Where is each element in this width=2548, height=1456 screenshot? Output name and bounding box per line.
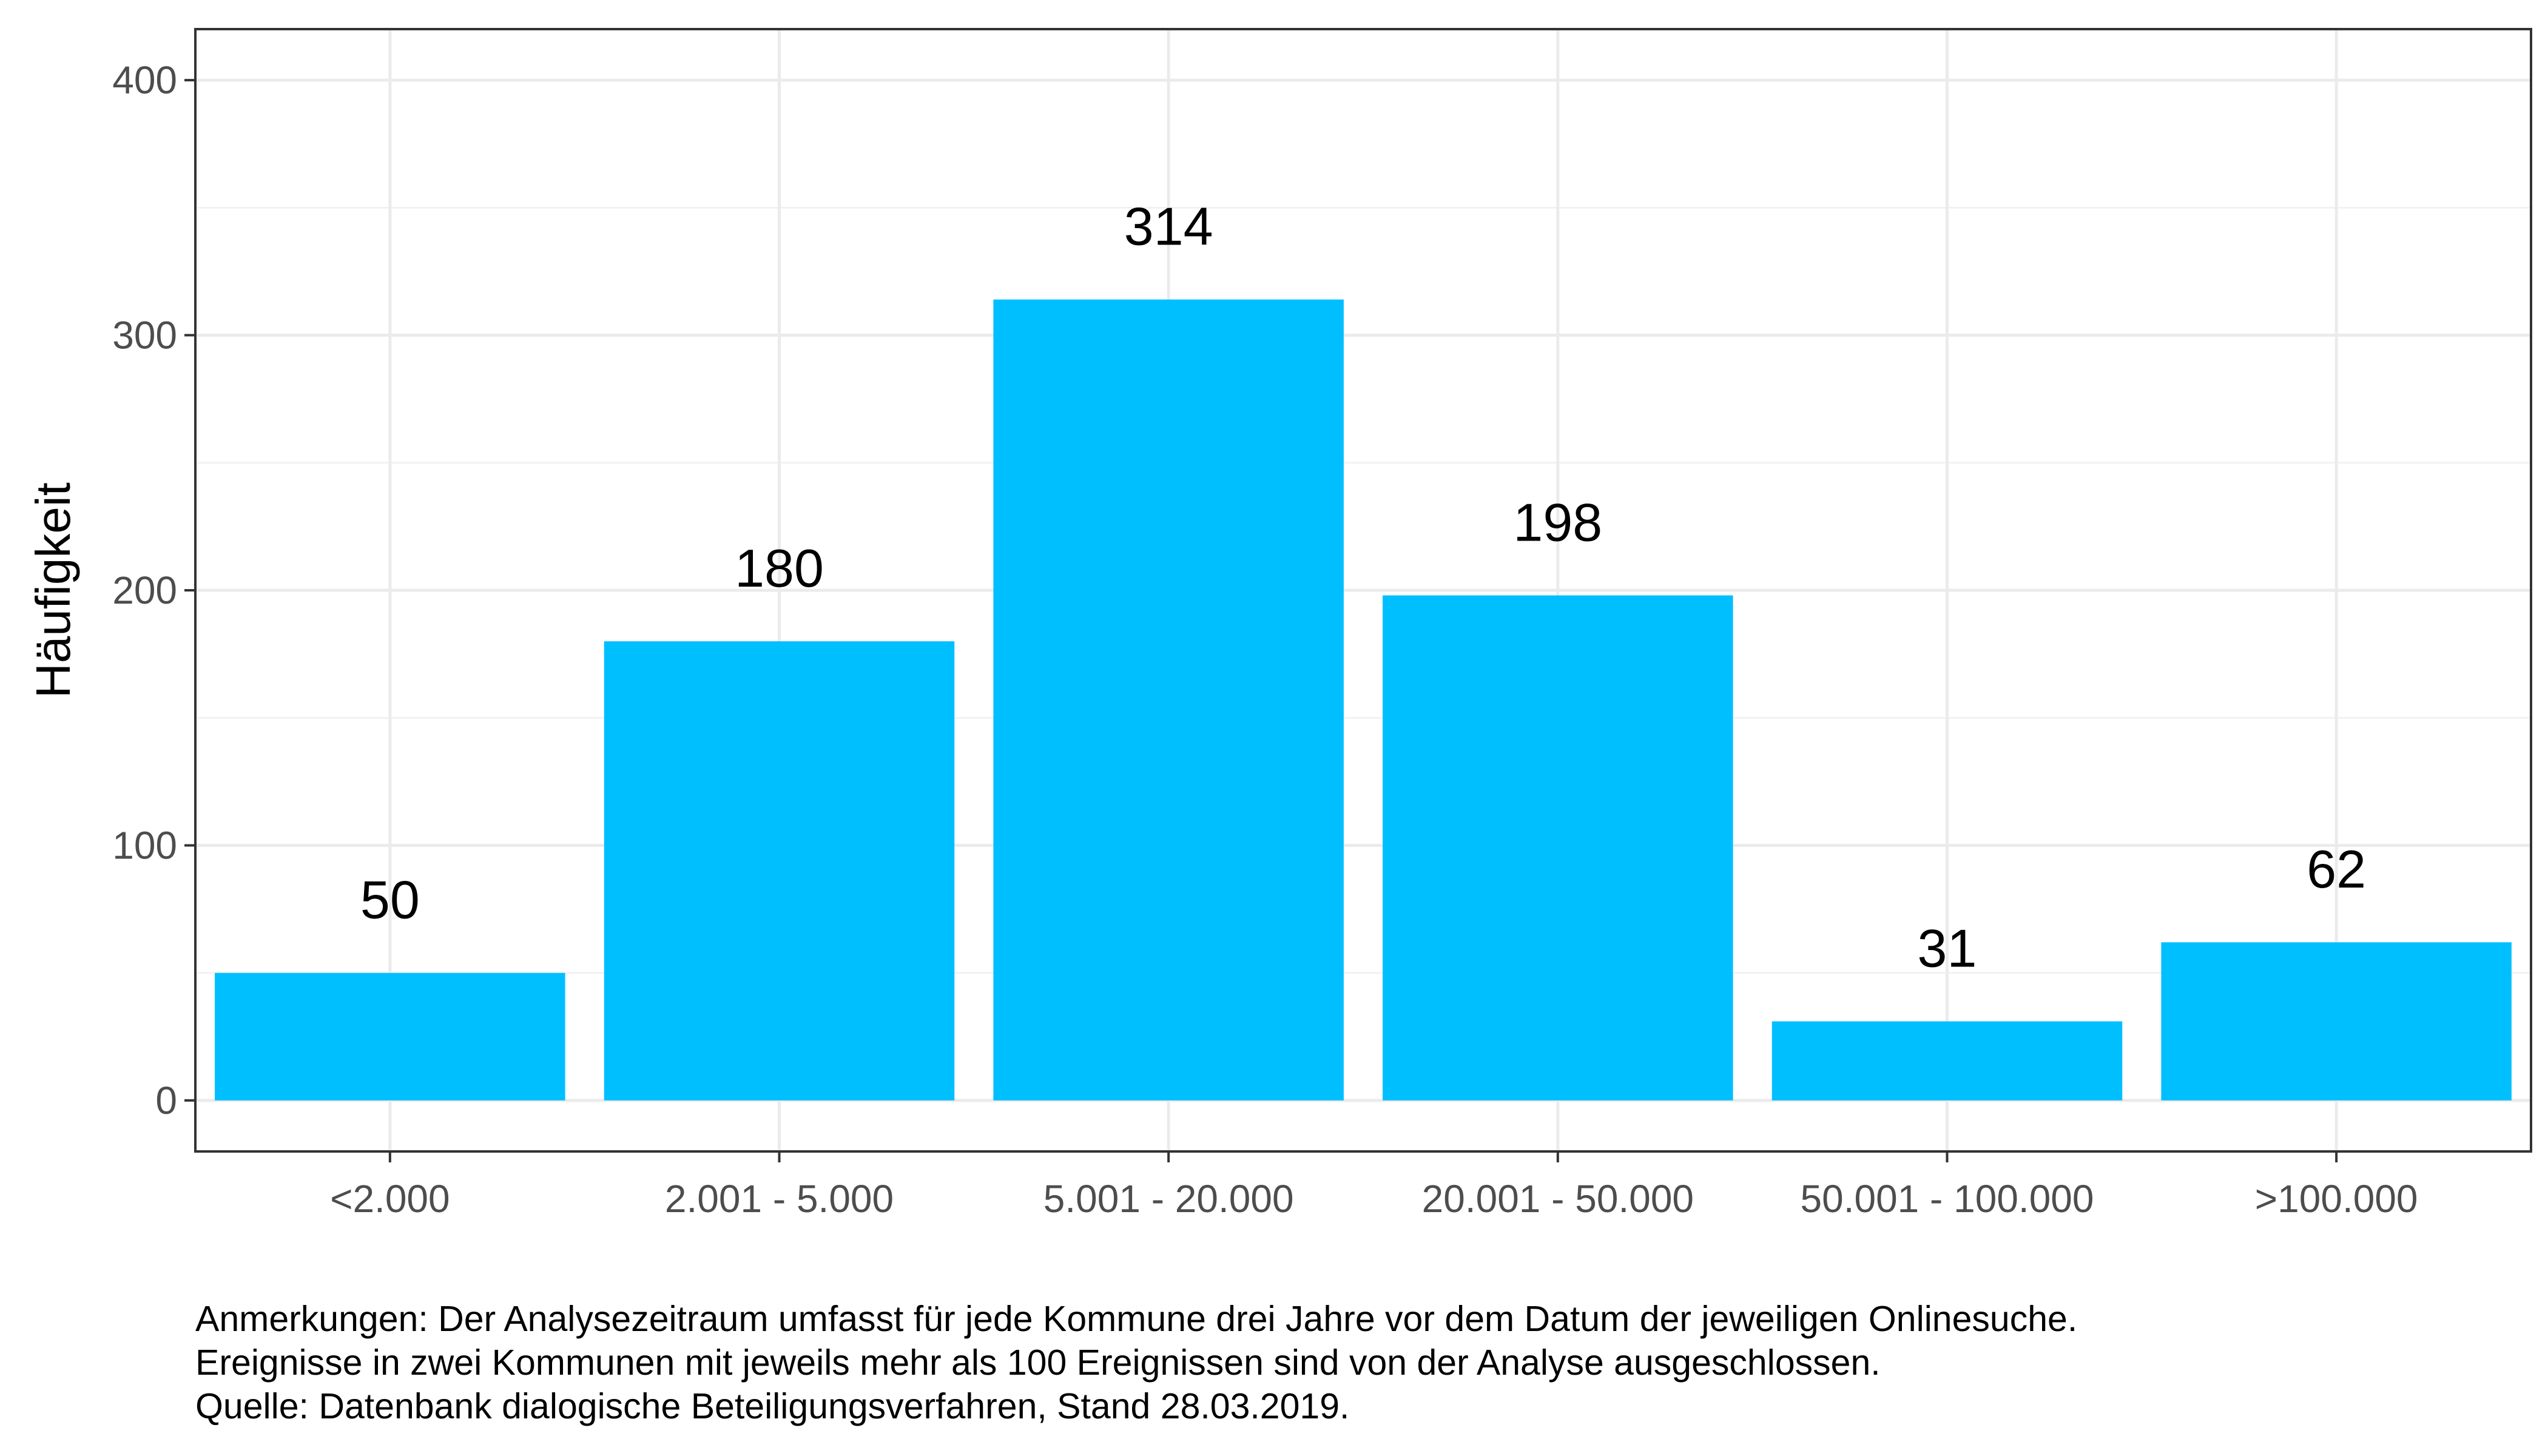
y-axis: 0 100 200 300 400 [112, 58, 195, 1122]
y-tick-label: 0 [155, 1079, 177, 1122]
bar [215, 972, 565, 1100]
y-tick-label: 300 [112, 314, 177, 357]
x-tick-label: <2.000 [330, 1177, 450, 1221]
note-line-exclusion: Ereignisse in zwei Kommunen mit jeweils … [195, 1343, 1881, 1383]
bar [1771, 1021, 2123, 1100]
bars [215, 299, 2512, 1100]
y-tick-label: 100 [112, 823, 177, 867]
y-tick-label: 400 [112, 58, 177, 102]
grid-minor-lines [195, 206, 2531, 974]
x-tick-label: >100.000 [2255, 1177, 2418, 1221]
x-tick-label: 50.001 - 100.000 [1801, 1177, 2094, 1221]
data-label: 180 [735, 538, 824, 598]
note-line-source: Quelle: Datenbank dialogische Beteiligun… [195, 1386, 1350, 1426]
chart-notes: Anmerkungen: Der Analysezeitraum umfasst… [195, 1297, 2501, 1428]
x-axis: <2.000 2.001 - 5.000 5.001 - 20.000 20.001 … [330, 1151, 2418, 1221]
bar [604, 641, 955, 1100]
x-tick-label: 2.001 - 5.000 [665, 1177, 894, 1221]
x-tick-label: 5.001 - 20.000 [1043, 1177, 1294, 1221]
data-label: 198 [1513, 492, 1602, 552]
data-label: 314 [1124, 197, 1213, 257]
note-line-remarks: Anmerkungen: Der Analysezeitraum umfasst… [195, 1299, 2078, 1339]
data-label: 62 [2307, 839, 2366, 899]
data-labels: 50 180 314 198 31 62 [360, 197, 2366, 979]
data-label: 31 [1918, 918, 1977, 979]
x-tick-label: 20.001 - 50.000 [1422, 1177, 1694, 1221]
bar [2161, 942, 2512, 1100]
bar [1383, 595, 1733, 1100]
y-tick-label: 200 [112, 568, 177, 612]
data-label: 50 [360, 870, 420, 930]
y-axis-title: Häufigkeit [26, 482, 80, 698]
bar [993, 299, 1344, 1100]
bar-chart: 50 180 314 198 31 62 0 100 200 300 400 <2.000 2.00… [26, 28, 2532, 1221]
